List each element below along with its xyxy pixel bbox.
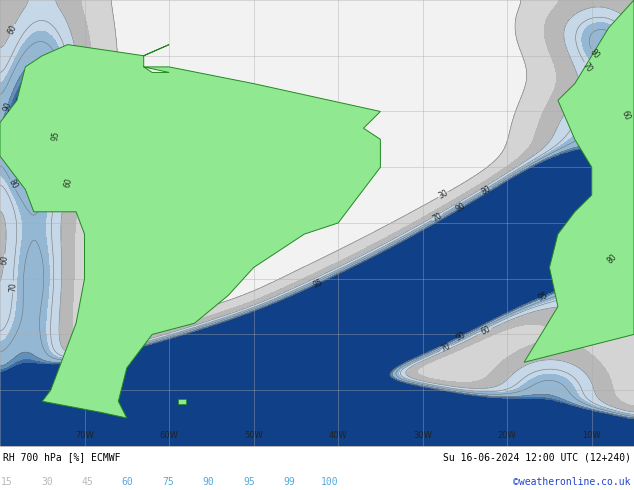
Polygon shape	[178, 398, 186, 404]
Text: 75: 75	[162, 477, 174, 487]
Text: 95: 95	[311, 278, 324, 290]
Text: 50W: 50W	[244, 431, 263, 441]
Text: 80: 80	[588, 47, 601, 60]
Text: 30W: 30W	[413, 431, 432, 441]
Text: 95: 95	[537, 290, 550, 302]
Text: Su 16-06-2024 12:00 UTC (12+240): Su 16-06-2024 12:00 UTC (12+240)	[443, 453, 631, 463]
Text: 60: 60	[122, 477, 134, 487]
Text: ©weatheronline.co.uk: ©weatheronline.co.uk	[514, 477, 631, 487]
Text: 60W: 60W	[160, 431, 179, 441]
Text: 90: 90	[1, 100, 13, 112]
Text: 95: 95	[51, 130, 61, 141]
Text: 30: 30	[437, 188, 450, 201]
Text: 60: 60	[63, 177, 74, 189]
Text: 40W: 40W	[329, 431, 347, 441]
Text: 70W: 70W	[75, 431, 94, 441]
Text: 15: 15	[1, 477, 12, 487]
Text: 80: 80	[606, 252, 619, 265]
Text: 10W: 10W	[583, 431, 601, 441]
Text: 70: 70	[439, 342, 452, 354]
Text: 95: 95	[243, 477, 255, 487]
Text: 20W: 20W	[498, 431, 517, 441]
Text: RH 700 hPa [%] ECMWF: RH 700 hPa [%] ECMWF	[3, 453, 120, 463]
Text: 70: 70	[8, 281, 18, 292]
Text: 70: 70	[581, 60, 594, 74]
Text: 100: 100	[321, 477, 339, 487]
Text: 30: 30	[41, 477, 53, 487]
Polygon shape	[524, 0, 634, 362]
Polygon shape	[0, 45, 380, 418]
Text: 60: 60	[620, 109, 632, 122]
Text: 45: 45	[81, 477, 93, 487]
Text: 60: 60	[480, 325, 493, 337]
Text: 60: 60	[6, 23, 18, 36]
Text: 60: 60	[0, 255, 10, 266]
Text: 80: 80	[480, 184, 493, 197]
Text: 90: 90	[202, 477, 214, 487]
Text: 99: 99	[283, 477, 295, 487]
Text: 80: 80	[6, 178, 19, 191]
Text: 90: 90	[455, 331, 467, 343]
Text: 90: 90	[455, 201, 467, 214]
Text: 70: 70	[430, 211, 443, 224]
